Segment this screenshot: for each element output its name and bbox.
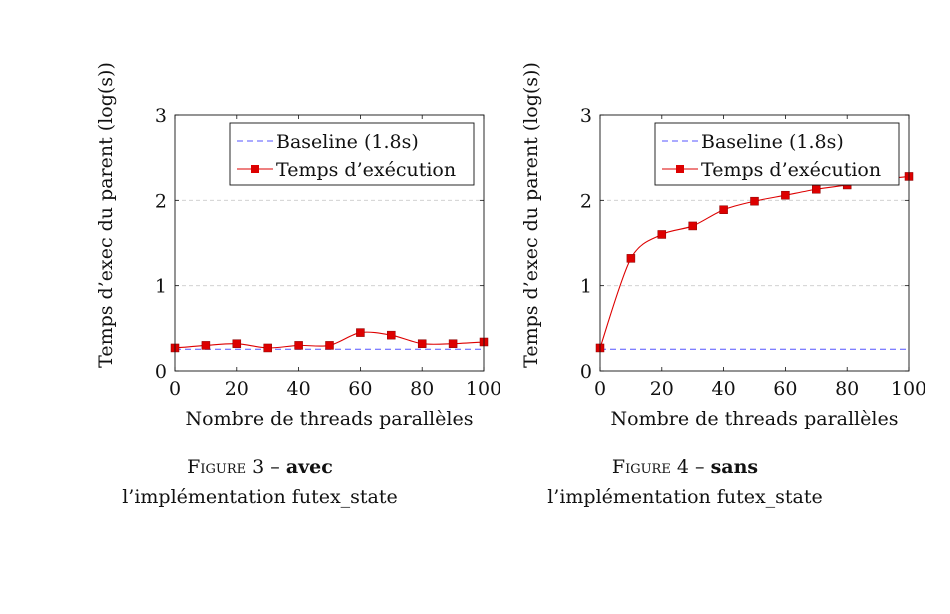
- chart-figure-3: 0 20 40 60 80 100 0 1 2 3 Nombre de threads parall…: [95, 62, 500, 430]
- y-axis-label: Temps d’exec du parent (log(s)): [95, 62, 117, 368]
- x-tick-label: 100: [466, 378, 500, 400]
- y-tick-label: 0: [155, 361, 167, 383]
- data-point: [719, 205, 728, 214]
- x-tick-label: 0: [169, 378, 181, 400]
- x-tick-label: 60: [348, 378, 372, 400]
- x-tick-label: 80: [410, 378, 434, 400]
- data-point: [626, 254, 636, 263]
- data-point: [688, 221, 697, 231]
- legend: Baseline (1.8s) Temps d’exécution: [229, 122, 475, 186]
- y-tick-label: 2: [155, 190, 167, 212]
- data-point: [232, 339, 242, 348]
- x-tick-label: 20: [650, 378, 674, 400]
- legend-box: [654, 122, 900, 186]
- plot-frame: [174, 114, 485, 372]
- y-tick-label: 1: [155, 276, 167, 298]
- data-point: [263, 343, 272, 353]
- data-point: [448, 339, 458, 348]
- legend-marker: [251, 165, 259, 173]
- legend-marker: [676, 165, 684, 173]
- chart-figure-4: 0 20 40 60 80 100 0 1 2 3 Nombre de threads parall…: [520, 62, 925, 430]
- x-tick-label: 100: [891, 378, 925, 400]
- plot-frame: [599, 114, 910, 372]
- x-tick-label: 40: [287, 378, 311, 400]
- figure-4-description: l’implémentation futex_state: [547, 486, 823, 508]
- x-tick-label: 60: [773, 378, 797, 400]
- legend: Baseline (1.8s) Temps d’exécution: [654, 122, 900, 186]
- data-point: [781, 190, 790, 200]
- data-point: [356, 328, 365, 337]
- data-point: [417, 339, 427, 348]
- x-tick-label: 0: [594, 378, 606, 400]
- y-axis-label: Temps d’exec du parent (log(s)): [520, 62, 542, 368]
- y-tick-label: 3: [580, 105, 592, 127]
- x-axis-label: Nombre de threads parallèles: [611, 408, 899, 430]
- y-tick-label: 3: [155, 105, 167, 127]
- figure-3-separator: –: [264, 456, 286, 478]
- data-point: [325, 341, 334, 350]
- data-point: [812, 184, 821, 194]
- data-point: [657, 230, 667, 239]
- figure-3-label: Figure 3: [187, 456, 265, 478]
- y-tick-label: 1: [580, 276, 592, 298]
- legend-label: Temps d’exécution: [276, 159, 456, 181]
- data-point: [201, 341, 211, 350]
- legend-label: Temps d’exécution: [701, 159, 881, 181]
- legend-label: Baseline (1.8s): [276, 131, 419, 153]
- figure-3-bold: avec: [285, 456, 333, 478]
- x-tick-label: 40: [712, 378, 736, 400]
- y-tick-label: 2: [580, 190, 592, 212]
- figure-4-bold: sans: [710, 456, 759, 478]
- data-point: [387, 330, 396, 340]
- figure-3-description: l’implémentation futex_state: [122, 486, 398, 508]
- data-point: [750, 196, 759, 206]
- x-axis-label: Nombre de threads parallèles: [186, 408, 474, 430]
- data-point: [294, 341, 303, 350]
- figure-4-caption: Figure 4 – sans l’implémentation futex_s…: [525, 452, 845, 512]
- y-tick-label: 0: [580, 361, 592, 383]
- x-tick-label: 80: [835, 378, 859, 400]
- legend-box: [229, 122, 475, 186]
- figure-4-separator: –: [688, 456, 711, 478]
- figure-4-label: Figure 4: [611, 456, 689, 478]
- legend-label: Baseline (1.8s): [701, 131, 844, 153]
- x-tick-label: 20: [225, 378, 249, 400]
- figure-3-caption: Figure 3 – avec l’implémentation futex_s…: [100, 452, 420, 512]
